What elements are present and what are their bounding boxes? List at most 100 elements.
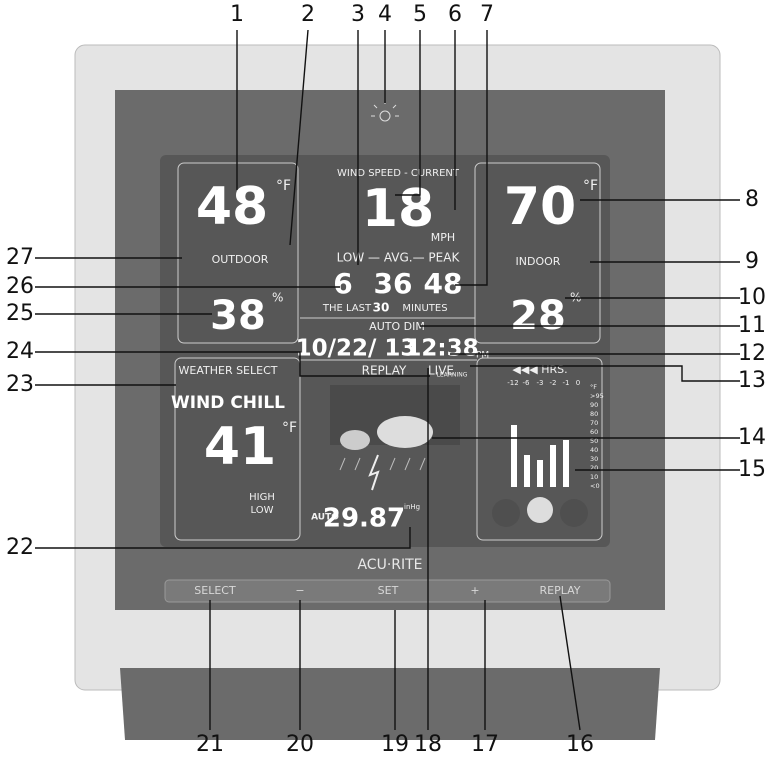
unit: °F xyxy=(282,420,297,436)
callout-number: 23 xyxy=(6,372,34,397)
button-label[interactable]: + xyxy=(470,584,479,597)
button-label[interactable]: REPLAY xyxy=(540,584,581,597)
history-hour: -12 xyxy=(507,379,518,387)
pressure-auto: AUTO xyxy=(311,513,339,523)
outdoor-humidity: 38 xyxy=(210,293,266,339)
callout-number: 2 xyxy=(301,2,315,27)
callout-number: 27 xyxy=(6,245,34,270)
wind-low: 6 xyxy=(333,267,352,300)
callout-number: 20 xyxy=(286,732,314,757)
wind-stats-label: LOW — AVG.— PEAK xyxy=(337,251,461,265)
callout-number: 10 xyxy=(738,285,766,310)
replay-label: REPLAY xyxy=(362,364,407,378)
callout-number: 1 xyxy=(230,2,244,27)
time: 12:38 xyxy=(405,336,478,362)
history-hour: -3 xyxy=(537,379,544,387)
history-hour: 0 xyxy=(576,379,580,387)
brand: ACU·RITE xyxy=(357,557,422,573)
indoor-temp: 70 xyxy=(504,177,576,237)
select-mode: WIND CHILL xyxy=(171,393,285,413)
unit: °F xyxy=(276,178,291,194)
indoor-humidity: 28 xyxy=(510,293,566,339)
last-label: THE LAST xyxy=(322,303,372,314)
indoor-label: INDOOR xyxy=(516,255,561,268)
callout-number: 9 xyxy=(745,249,759,274)
callout-number: 25 xyxy=(6,301,34,326)
lcd-screen xyxy=(160,155,610,547)
live-label: LIVE xyxy=(428,364,454,378)
stand xyxy=(120,668,660,740)
wind-unit: MPH xyxy=(431,231,455,244)
callout-number: 5 xyxy=(413,2,427,27)
history-scale: 30 xyxy=(590,455,598,463)
button-label[interactable]: − xyxy=(295,584,304,597)
pressure: 29.87 xyxy=(323,504,405,534)
thermo-icon xyxy=(527,497,553,523)
callout-number: 17 xyxy=(471,732,499,757)
icon-bg xyxy=(560,499,588,527)
weather-select: WEATHER SELECT xyxy=(179,364,278,377)
wind-peak: 48 xyxy=(424,267,463,300)
callout-number: 4 xyxy=(378,2,392,27)
pressure-unit: inHg xyxy=(404,503,420,511)
callout-number: 11 xyxy=(738,313,766,338)
outdoor-box xyxy=(177,162,299,344)
forecast-icon xyxy=(339,416,433,491)
callout-number: 8 xyxy=(745,187,759,212)
low-label: LOW xyxy=(251,505,274,516)
divider xyxy=(300,317,477,361)
button-bar xyxy=(164,579,611,603)
history-scale: 40 xyxy=(590,446,598,454)
select-box xyxy=(174,357,301,541)
ampm: PM xyxy=(476,351,489,361)
date: 10/22/ 13 xyxy=(296,336,417,362)
history-scale: 10 xyxy=(590,473,598,481)
wind-title: WIND SPEED - CURRENT xyxy=(337,168,460,179)
button-label[interactable]: SELECT xyxy=(194,584,236,597)
history-bars xyxy=(511,425,569,487)
history-box xyxy=(476,357,603,541)
auto-dim: AUTO DIM xyxy=(369,320,425,333)
high-label: HIGH xyxy=(249,492,275,503)
callout-number: 15 xyxy=(738,457,766,482)
last-minutes: 30 xyxy=(373,301,390,315)
history-hour: -2 xyxy=(550,379,557,387)
history-title: ◀◀◀ HRS. xyxy=(512,363,567,376)
callout-number: 14 xyxy=(738,425,766,450)
callout-number: 24 xyxy=(6,339,34,364)
icon-bg xyxy=(492,499,520,527)
leader-lines xyxy=(35,29,740,731)
history-scale: 20 xyxy=(590,464,598,472)
callout-number: 13 xyxy=(738,368,766,393)
callout-number: 12 xyxy=(738,341,766,366)
history-hour: -6 xyxy=(523,379,531,387)
outdoor-label: OUTDOOR xyxy=(212,253,269,266)
outdoor-temp: 48 xyxy=(196,177,268,237)
callout-number: 7 xyxy=(480,2,494,27)
history-scale: >95 xyxy=(590,392,604,400)
callout-number: 3 xyxy=(351,2,365,27)
history-scale: 80 xyxy=(590,410,598,418)
select-value: 41 xyxy=(204,417,276,477)
callout-number: 6 xyxy=(448,2,462,27)
callout-number: 19 xyxy=(381,732,409,757)
callout-number: 18 xyxy=(414,732,442,757)
history-scale: 60 xyxy=(590,428,598,436)
history-scale: 50 xyxy=(590,437,598,445)
history-scale: 70 xyxy=(590,419,598,427)
callout-number: 21 xyxy=(196,732,224,757)
history-scale: °F xyxy=(590,383,597,391)
callout-number: 22 xyxy=(6,535,34,560)
history-scale: <0 xyxy=(590,482,600,490)
callout-number: 16 xyxy=(566,732,594,757)
unit: % xyxy=(272,291,283,305)
indoor-box xyxy=(474,162,601,344)
unit: °F xyxy=(583,178,598,194)
history-scale: 90 xyxy=(590,401,598,409)
callout-number: 26 xyxy=(6,274,34,299)
minutes-label: MINUTES xyxy=(402,303,447,314)
wind-avg: 36 xyxy=(374,267,413,300)
learning: LEARNING xyxy=(437,372,468,379)
button-label[interactable]: SET xyxy=(378,584,399,597)
